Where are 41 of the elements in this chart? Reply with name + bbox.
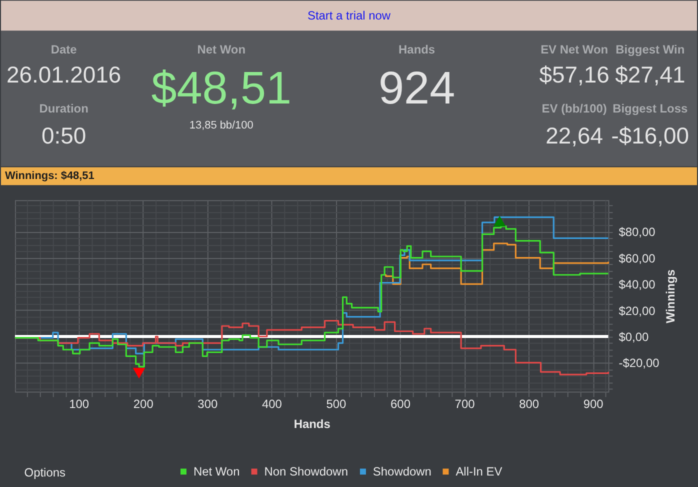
x-tick-label: 600 xyxy=(390,397,411,412)
text: Biggest Win xyxy=(616,42,685,57)
legend-label: Non Showdown xyxy=(264,464,348,479)
text: EV Net Won xyxy=(540,42,608,57)
x-tick-label: 300 xyxy=(198,397,218,412)
y-tick-label: $80,00 xyxy=(618,225,656,240)
text: $27,41 xyxy=(615,61,686,88)
text: Biggest Loss xyxy=(612,101,688,116)
legend-label: Net Won xyxy=(193,464,240,479)
x-tick-label: 900 xyxy=(583,397,604,412)
text: 13,85 bb/100 xyxy=(189,119,254,132)
text: Net Won xyxy=(197,42,246,57)
text: EV (bb/100) xyxy=(542,101,607,116)
x-tick-label: 200 xyxy=(133,397,154,412)
text: 26.01.2016 xyxy=(6,61,122,88)
legend-label: All-In EV xyxy=(456,464,502,479)
y-tick-label: $20,00 xyxy=(618,304,656,318)
chart-title: Winnings: $48,51 xyxy=(4,170,94,182)
y-tick-label: $0,00 xyxy=(618,330,649,344)
legend-label: Showdown xyxy=(372,464,432,479)
y-axis-title: Winnings xyxy=(663,269,678,324)
y-tick-label: $40,00 xyxy=(618,278,656,292)
text: 0:50 xyxy=(42,122,86,148)
y-tick-label: $60,00 xyxy=(618,251,656,266)
x-tick-label: 400 xyxy=(262,397,282,412)
x-tick-label: 800 xyxy=(519,397,540,412)
text: Options xyxy=(24,465,66,480)
x-tick-label: 500 xyxy=(326,397,347,412)
text: -$16,00 xyxy=(611,122,690,148)
text: 22,64 xyxy=(546,122,604,148)
y-tick-label: -$20,00 xyxy=(618,356,660,370)
text: Duration xyxy=(39,101,88,116)
text: $57,16 xyxy=(539,61,610,88)
x-axis-title: Hands xyxy=(294,416,331,431)
text: Hands xyxy=(398,42,436,57)
x-tick-label: 700 xyxy=(454,397,476,412)
x-tick-label: 100 xyxy=(69,397,90,412)
text: $48,51 xyxy=(151,61,292,114)
text: 924 xyxy=(378,61,456,114)
text: Date xyxy=(50,42,78,57)
text: Start a trial now xyxy=(307,8,391,23)
